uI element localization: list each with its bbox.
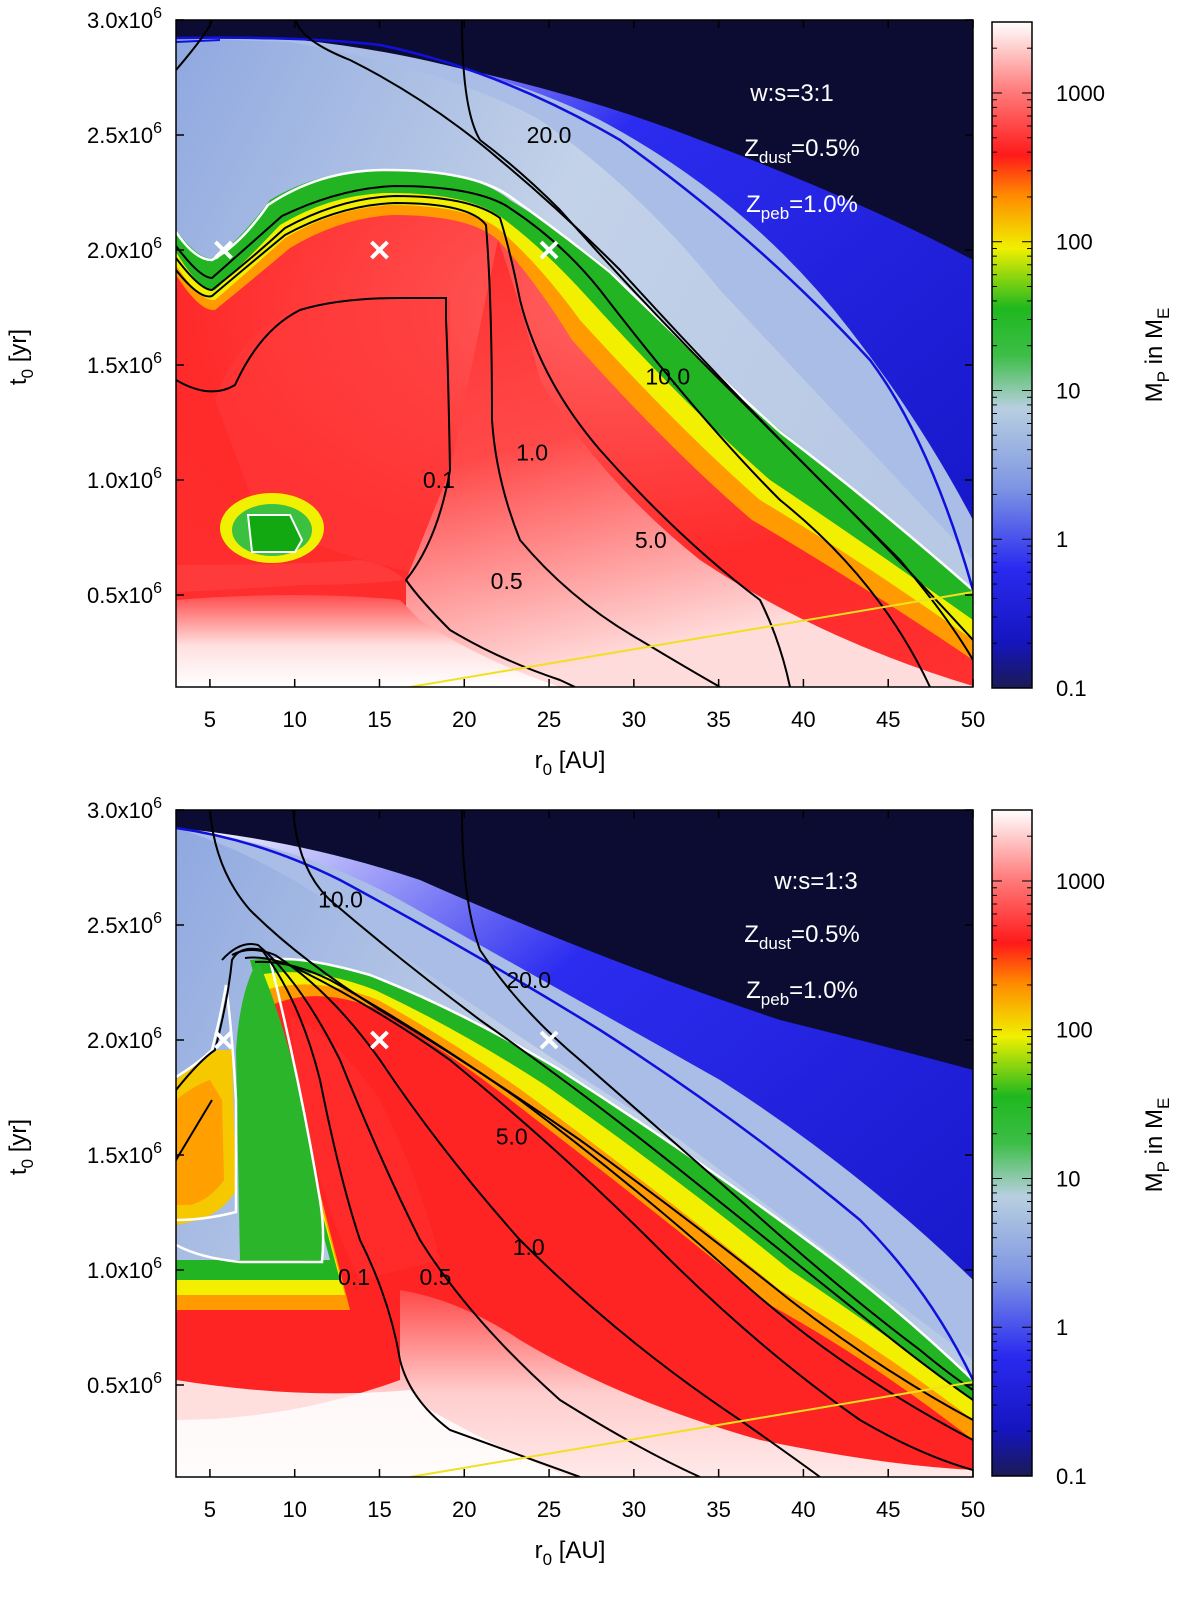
annotation-zdust: Zdust=0.5% [744,921,860,953]
x-tick-label: 45 [876,707,900,732]
colorbar-tick-label: 10 [1056,378,1080,403]
annotation-zpeb: Zpeb=1.0% [746,977,858,1009]
colorbar-bottom [991,809,1033,1477]
colorbar-ticks-bottom: 0.1 1 10 100 1000 [992,809,1105,1489]
colorbar-tick-label: 0.1 [1056,1464,1087,1489]
colorbar-tick-label: 1 [1056,1315,1068,1340]
plot-frame-top [175,19,974,688]
x-tick-label: 15 [367,1497,391,1522]
contour-labels-bottom: 0.1 0.5 1.0 5.0 10.0 20.0 [318,887,551,1290]
y-tick-label: 1.0x106 [87,1255,162,1283]
contour-label: 5.0 [496,1124,528,1150]
x-axis-label-top: r0 [AU] [535,747,606,779]
heatmap-bottom [176,810,973,1477]
plot-frame-bottom [175,809,974,1478]
x-tick-label: 30 [622,707,646,732]
y-ticks-top: 0.5x106 1.0x106 1.5x106 2.0x106 2.5x106 3.0x1… [87,5,973,608]
contour-label: 1.0 [516,439,548,465]
y-tick-label: 3.0x106 [87,5,162,33]
cross-marker [539,240,559,260]
cross-marker [539,1030,559,1050]
panel-bottom: w:s=1:3 Zdust=0.5% Zpeb=1.0% 5 10 15 20 25 30… [5,795,1173,1569]
y-tick-label: 0.5x106 [87,580,162,608]
x-ticks-bottom: 5 10 15 20 25 30 35 40 45 50 [204,810,985,1522]
colorbar-tick-label: 1000 [1056,81,1105,106]
contour-label: 20.0 [527,122,572,148]
colorbar-ticks-top: 0.1 1 10 100 1000 [992,21,1105,701]
y-tick-label: 2.5x106 [87,910,162,938]
x-tick-label: 35 [706,707,730,732]
panel-top: w:s=3:1 Zdust=0.5% Zpeb=1.0% 5 10 15 20 25 30… [5,5,1173,779]
markers-top [214,240,559,260]
contour-label: 5.0 [635,527,667,553]
contour-label: 20.0 [506,967,551,993]
y-tick-label: 2.0x106 [87,235,162,263]
colorbar-tick-label: 0.1 [1056,676,1087,701]
annotation-zpeb: Zpeb=1.0% [746,191,858,223]
y-tick-label: 2.0x106 [87,1025,162,1053]
x-tick-label: 30 [622,1497,646,1522]
x-tick-label: 45 [876,1497,900,1522]
contour-label: 1.0 [513,1234,545,1260]
contour-label: 0.5 [491,568,523,594]
x-tick-label: 35 [706,1497,730,1522]
colorbar-tick-label: 10 [1056,1166,1080,1191]
x-tick-label: 50 [961,1497,985,1522]
cross-marker [214,240,233,260]
x-tick-label: 20 [452,707,476,732]
contour-label: 10.0 [318,887,363,913]
contour-label: 0.5 [419,1264,451,1290]
cross-marker [370,1030,389,1050]
colorbar-label-bottom: MP in ME [1141,1098,1173,1193]
x-tick-label: 5 [204,1497,216,1522]
x-tick-label: 25 [537,1497,561,1522]
y-ticks-bottom: 0.5x106 1.0x106 1.5x106 2.0x106 2.5x106 3.0x1… [87,795,973,1398]
x-tick-label: 50 [961,707,985,732]
x-tick-label: 10 [282,707,306,732]
y-tick-label: 1.5x106 [87,1140,162,1168]
colorbar-tick-label: 1000 [1056,869,1105,894]
colorbar-tick-label: 100 [1056,230,1093,255]
y-tick-label: 0.5x106 [87,1370,162,1398]
colorbar-tick-label: 100 [1056,1018,1093,1043]
y-tick-label: 2.5x106 [87,120,162,148]
cross-marker [370,240,389,260]
heatmap-top [176,20,973,687]
contour-label: 10.0 [645,364,690,390]
cross-marker [214,1030,233,1050]
contour-label: 0.1 [423,467,455,493]
colorbar-top [991,21,1033,689]
colorbar-tick-label: 1 [1056,527,1068,552]
markers-bottom [214,1030,559,1050]
x-tick-label: 20 [452,1497,476,1522]
colorbar-label-top: MP in ME [1141,308,1173,403]
y-tick-label: 1.5x106 [87,350,162,378]
annotation-zdust: Zdust=0.5% [744,135,860,167]
x-tick-label: 5 [204,707,216,732]
y-axis-label-bottom: t0 [yr] [5,1119,37,1175]
x-ticks-top: 5 10 15 20 25 30 35 40 45 50 [204,20,985,732]
y-tick-label: 3.0x106 [87,795,162,823]
x-tick-label: 15 [367,707,391,732]
x-tick-label: 10 [282,1497,306,1522]
contour-label: 0.1 [338,1264,370,1290]
x-tick-label: 25 [537,707,561,732]
y-tick-label: 1.0x106 [87,465,162,493]
contour-labels-top: 0.1 0.5 1.0 5.0 10.0 20.0 [423,122,690,594]
annotation-ratio: w:s=3:1 [749,80,833,107]
x-axis-label-bottom: r0 [AU] [535,1537,606,1569]
annotation-ratio: w:s=1:3 [773,868,857,895]
x-tick-label: 40 [791,1497,815,1522]
x-tick-label: 40 [791,707,815,732]
y-axis-label-top: t0 [yr] [5,329,37,385]
